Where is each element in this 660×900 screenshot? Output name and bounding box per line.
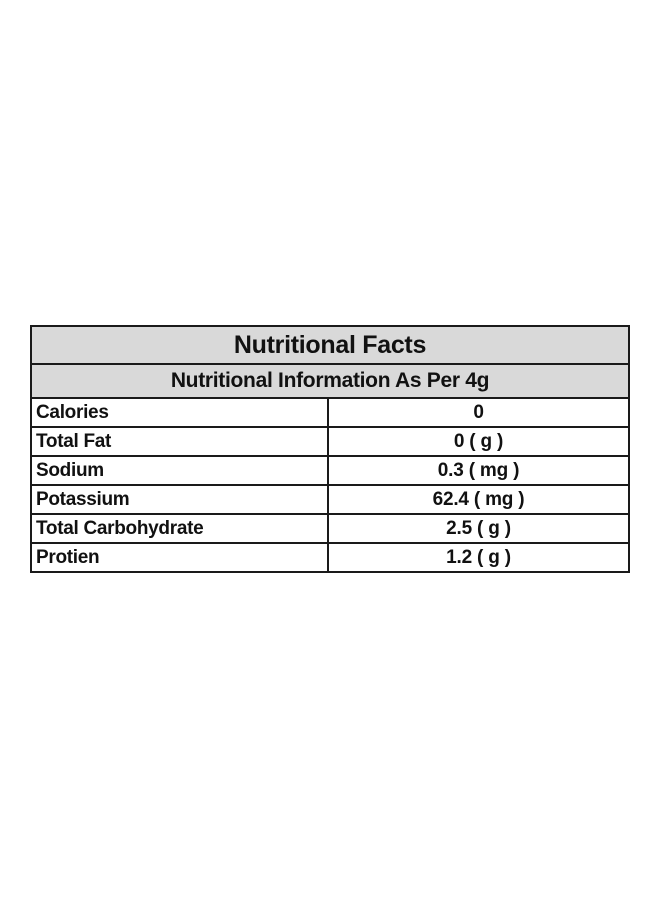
nutrient-value-total-carbohydrate: 2.5 ( g ) — [327, 513, 630, 544]
subtitle-row: Nutritional Information As Per 4g — [30, 363, 630, 399]
nutrient-label-calories: Calories — [30, 397, 329, 428]
nutrition-facts-table: Nutritional Facts Nutritional Informatio… — [30, 325, 630, 573]
table-row: Protien 1.2 ( g ) — [30, 542, 630, 573]
table-row: Total Carbohydrate 2.5 ( g ) — [30, 513, 630, 544]
table-title: Nutritional Facts — [30, 325, 630, 365]
nutrient-label-protien: Protien — [30, 542, 329, 573]
nutrient-label-total-fat: Total Fat — [30, 426, 329, 457]
nutrient-value-protien: 1.2 ( g ) — [327, 542, 630, 573]
table-row: Calories 0 — [30, 397, 630, 428]
nutrient-value-potassium: 62.4 ( mg ) — [327, 484, 630, 515]
table-subtitle: Nutritional Information As Per 4g — [30, 363, 630, 399]
nutrient-label-total-carbohydrate: Total Carbohydrate — [30, 513, 329, 544]
title-row: Nutritional Facts — [30, 325, 630, 365]
table-row: Total Fat 0 ( g ) — [30, 426, 630, 457]
table-row: Potassium 62.4 ( mg ) — [30, 484, 630, 515]
nutrient-value-sodium: 0.3 ( mg ) — [327, 455, 630, 486]
nutrient-value-total-fat: 0 ( g ) — [327, 426, 630, 457]
nutrient-label-potassium: Potassium — [30, 484, 329, 515]
table-row: Sodium 0.3 ( mg ) — [30, 455, 630, 486]
nutrient-value-calories: 0 — [327, 397, 630, 428]
nutrient-label-sodium: Sodium — [30, 455, 329, 486]
